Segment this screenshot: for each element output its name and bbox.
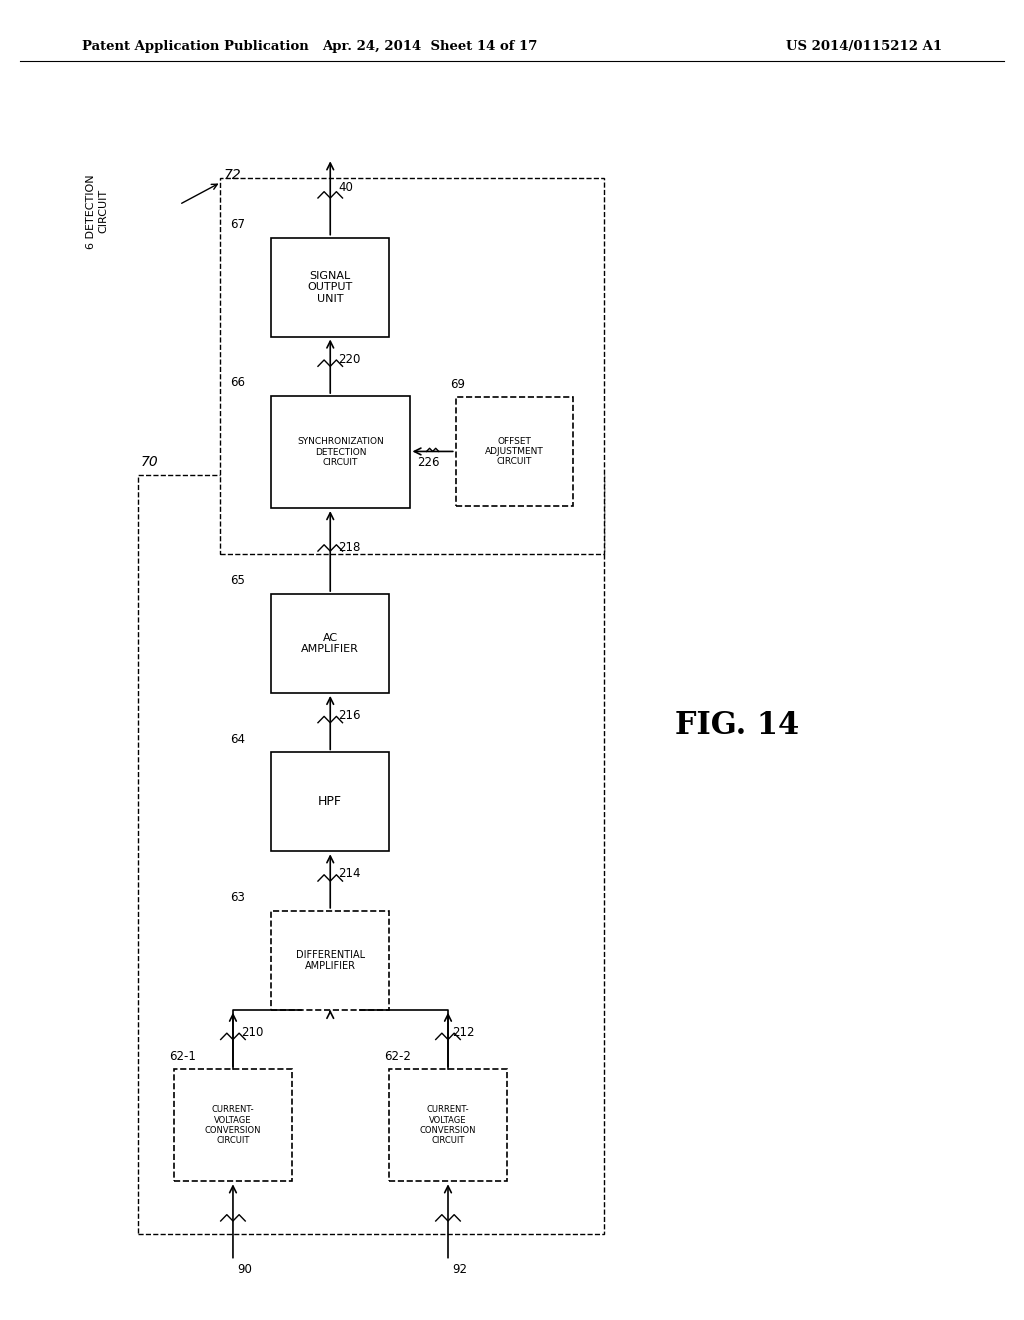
Text: 212: 212 bbox=[453, 1026, 475, 1039]
Text: HPF: HPF bbox=[318, 796, 342, 808]
Text: 92: 92 bbox=[453, 1263, 468, 1276]
Text: 216: 216 bbox=[338, 709, 360, 722]
Text: SIGNAL
OUTPUT
UNIT: SIGNAL OUTPUT UNIT bbox=[307, 271, 353, 304]
Text: FIG. 14: FIG. 14 bbox=[675, 710, 800, 742]
Text: 72: 72 bbox=[223, 168, 241, 182]
Text: AC
AMPLIFIER: AC AMPLIFIER bbox=[301, 632, 359, 655]
Text: 218: 218 bbox=[338, 541, 360, 554]
Bar bbox=[456, 397, 573, 506]
Text: 67: 67 bbox=[230, 218, 246, 231]
Bar bbox=[271, 396, 410, 508]
Text: 220: 220 bbox=[338, 352, 360, 366]
Text: 214: 214 bbox=[338, 867, 360, 880]
Bar bbox=[271, 594, 389, 693]
Text: 210: 210 bbox=[241, 1026, 263, 1039]
Bar bbox=[271, 911, 389, 1010]
Text: CURRENT-
VOLTAGE
CONVERSION
CIRCUIT: CURRENT- VOLTAGE CONVERSION CIRCUIT bbox=[205, 1105, 261, 1146]
Text: Patent Application Publication: Patent Application Publication bbox=[82, 40, 308, 53]
Text: OFFSET
ADJUSTMENT
CIRCUIT: OFFSET ADJUSTMENT CIRCUIT bbox=[485, 437, 544, 466]
Text: 6 DETECTION
CIRCUIT: 6 DETECTION CIRCUIT bbox=[86, 174, 109, 248]
Bar bbox=[174, 1069, 292, 1181]
Bar bbox=[389, 1069, 507, 1181]
Text: 90: 90 bbox=[238, 1263, 253, 1276]
Text: DIFFERENTIAL
AMPLIFIER: DIFFERENTIAL AMPLIFIER bbox=[296, 949, 365, 972]
Text: Apr. 24, 2014  Sheet 14 of 17: Apr. 24, 2014 Sheet 14 of 17 bbox=[323, 40, 538, 53]
Bar bbox=[271, 752, 389, 851]
Text: 226: 226 bbox=[417, 455, 439, 469]
Text: 62-1: 62-1 bbox=[169, 1049, 196, 1063]
Text: 70: 70 bbox=[140, 454, 158, 469]
Text: 66: 66 bbox=[230, 376, 246, 389]
Text: SYNCHRONIZATION
DETECTION
CIRCUIT: SYNCHRONIZATION DETECTION CIRCUIT bbox=[297, 437, 384, 467]
Bar bbox=[138, 475, 604, 1234]
Text: 40: 40 bbox=[338, 181, 353, 194]
Text: 64: 64 bbox=[230, 733, 246, 746]
Text: 62-2: 62-2 bbox=[384, 1049, 411, 1063]
Bar bbox=[271, 238, 389, 337]
Bar bbox=[220, 178, 604, 554]
Text: 63: 63 bbox=[230, 891, 246, 904]
Text: 65: 65 bbox=[230, 574, 246, 587]
Text: 69: 69 bbox=[451, 378, 466, 391]
Text: US 2014/0115212 A1: US 2014/0115212 A1 bbox=[786, 40, 942, 53]
Text: CURRENT-
VOLTAGE
CONVERSION
CIRCUIT: CURRENT- VOLTAGE CONVERSION CIRCUIT bbox=[420, 1105, 476, 1146]
